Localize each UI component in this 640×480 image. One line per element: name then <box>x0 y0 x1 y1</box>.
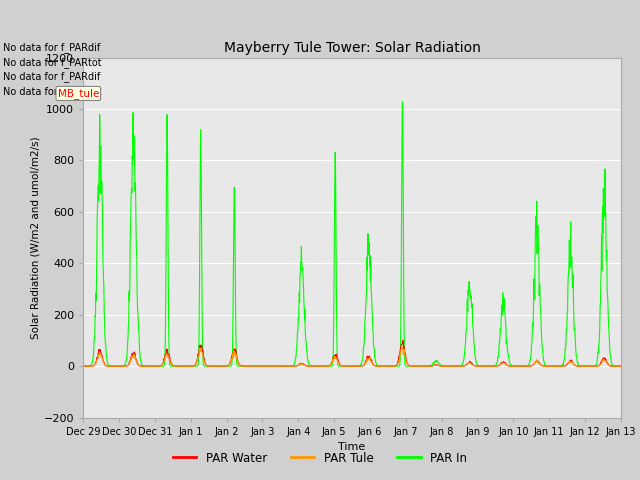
PAR Water <box>338 363 346 369</box>
PAR Tule <box>328 360 336 365</box>
PAR Tule <box>338 363 346 369</box>
PAR Water <box>479 363 487 369</box>
Line: PAR Water: PAR Water <box>83 340 621 366</box>
X-axis label: Time: Time <box>339 442 365 452</box>
PAR In <box>558 363 566 369</box>
PAR Tule <box>399 345 406 350</box>
PAR Tule <box>248 363 255 369</box>
PAR In <box>399 99 406 105</box>
PAR In <box>617 363 625 369</box>
Legend: PAR Water, PAR Tule, PAR In: PAR Water, PAR Tule, PAR In <box>168 447 472 469</box>
PAR In <box>163 112 171 118</box>
Text: No data for f_PARdif: No data for f_PARdif <box>3 71 100 82</box>
PAR Water <box>617 363 625 369</box>
PAR Tule <box>79 363 87 369</box>
Text: No data for f_PARtot: No data for f_PARtot <box>3 85 102 96</box>
Text: No data for f_PARtot: No data for f_PARtot <box>3 57 102 68</box>
PAR In <box>611 363 618 369</box>
Title: Mayberry Tule Tower: Solar Radiation: Mayberry Tule Tower: Solar Radiation <box>223 41 481 55</box>
Y-axis label: Solar Radiation (W/m2 and umol/m2/s): Solar Radiation (W/m2 and umol/m2/s) <box>31 136 41 339</box>
PAR Tule <box>611 363 618 369</box>
Text: MB_tule: MB_tule <box>58 88 99 99</box>
PAR Tule <box>617 363 625 369</box>
PAR Water <box>163 347 171 352</box>
PAR Water <box>248 363 255 369</box>
PAR Tule <box>479 363 487 369</box>
PAR Tule <box>558 363 566 369</box>
PAR Water <box>79 363 87 369</box>
PAR Water <box>611 363 618 369</box>
PAR In <box>79 363 87 369</box>
PAR In <box>328 363 336 369</box>
PAR Water <box>399 337 407 343</box>
Text: No data for f_PARdif: No data for f_PARdif <box>3 42 100 53</box>
PAR In <box>479 363 487 369</box>
PAR Water <box>558 363 566 369</box>
Line: PAR Tule: PAR Tule <box>83 348 621 366</box>
Line: PAR In: PAR In <box>83 102 621 366</box>
PAR Tule <box>163 351 171 357</box>
PAR In <box>248 363 255 369</box>
PAR In <box>338 363 346 369</box>
PAR Water <box>328 360 336 366</box>
